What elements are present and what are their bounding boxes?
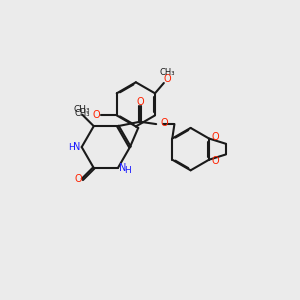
Text: N: N bbox=[119, 163, 127, 173]
Text: O: O bbox=[212, 157, 220, 166]
Text: O: O bbox=[164, 74, 171, 84]
Text: O: O bbox=[212, 132, 220, 142]
Text: CH₃: CH₃ bbox=[74, 106, 90, 115]
Text: O: O bbox=[92, 110, 100, 120]
Text: H: H bbox=[68, 142, 75, 152]
Text: O: O bbox=[160, 118, 168, 128]
Text: H: H bbox=[124, 166, 131, 175]
Text: N: N bbox=[73, 142, 80, 152]
Text: O: O bbox=[74, 174, 82, 184]
Text: O: O bbox=[136, 97, 144, 107]
Text: CH₃: CH₃ bbox=[160, 68, 175, 77]
Text: CH₃: CH₃ bbox=[75, 110, 90, 118]
